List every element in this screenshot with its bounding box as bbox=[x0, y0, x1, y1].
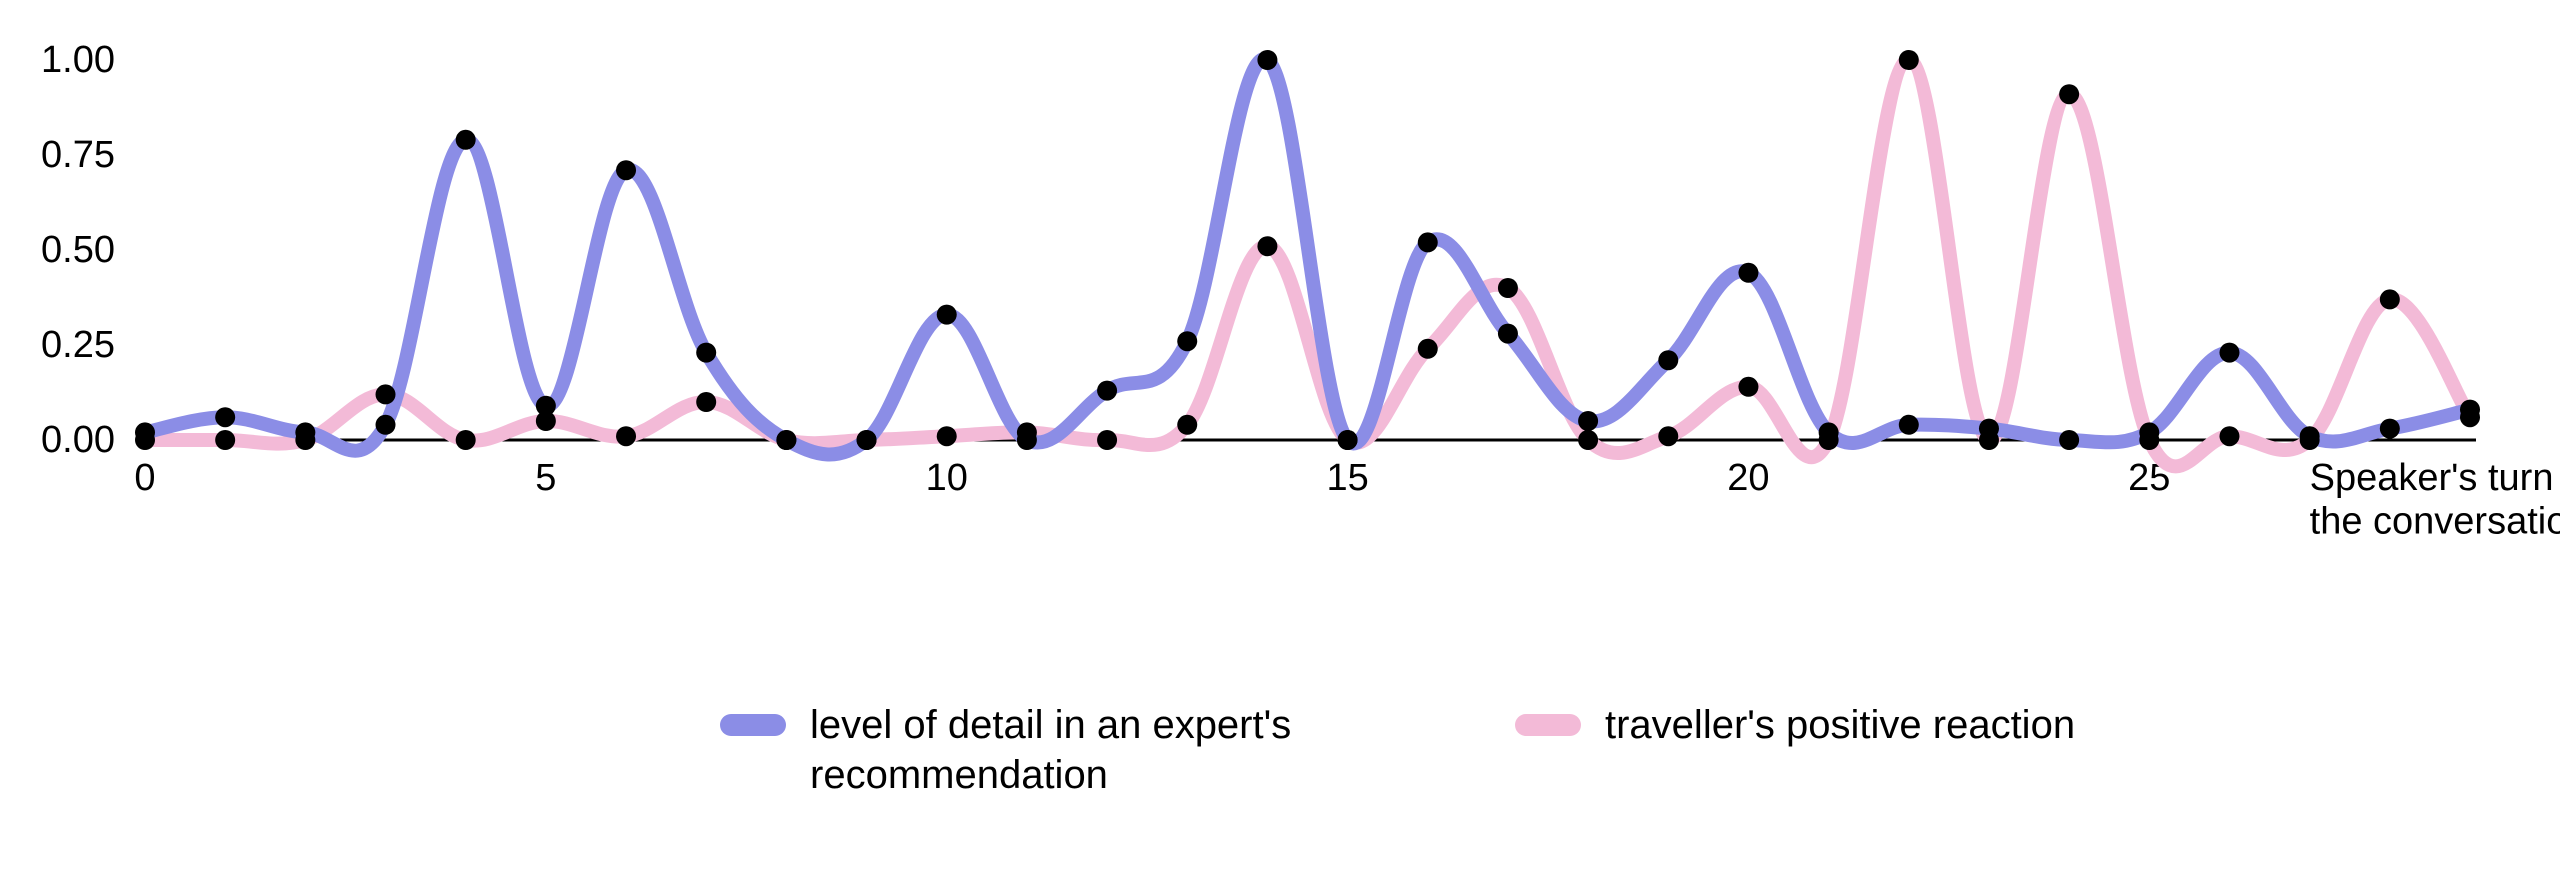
series-marker-traveller_reaction bbox=[1738, 377, 1758, 397]
series-marker-traveller_reaction bbox=[616, 426, 636, 446]
series-marker-expert_detail bbox=[376, 415, 396, 435]
series-marker-expert_detail bbox=[215, 407, 235, 427]
series-marker-traveller_reaction bbox=[1017, 422, 1037, 442]
series-marker-expert_detail bbox=[2059, 430, 2079, 450]
series-marker-expert_detail bbox=[1899, 415, 1919, 435]
x-tick-label: 5 bbox=[535, 457, 556, 499]
series-marker-traveller_reaction bbox=[2380, 289, 2400, 309]
series-marker-traveller_reaction bbox=[1338, 430, 1358, 450]
series-marker-traveller_reaction bbox=[2460, 407, 2480, 427]
series-marker-traveller_reaction bbox=[1498, 278, 1518, 298]
legend-swatch-expert-detail bbox=[720, 714, 786, 736]
legend-item-expert-detail: level of detail in an expert's recommend… bbox=[720, 700, 1291, 800]
series-marker-traveller_reaction bbox=[536, 411, 556, 431]
series-marker-traveller_reaction bbox=[1979, 430, 1999, 450]
legend-item-traveller-reaction: traveller's positive reaction bbox=[1515, 700, 2075, 750]
series-marker-traveller_reaction bbox=[776, 430, 796, 450]
legend-label-traveller-reaction: traveller's positive reaction bbox=[1605, 700, 2075, 750]
series-marker-traveller_reaction bbox=[857, 430, 877, 450]
series-marker-expert_detail bbox=[696, 343, 716, 363]
series-marker-traveller_reaction bbox=[1097, 430, 1117, 450]
series-marker-expert_detail bbox=[616, 160, 636, 180]
series-marker-traveller_reaction bbox=[1578, 430, 1598, 450]
legend-label-expert-detail: level of detail in an expert's recommend… bbox=[810, 700, 1291, 800]
series-marker-expert_detail bbox=[1578, 411, 1598, 431]
series-marker-expert_detail bbox=[1418, 232, 1438, 252]
series-marker-traveller_reaction bbox=[1418, 339, 1438, 359]
series-marker-traveller_reaction bbox=[295, 430, 315, 450]
legend-swatch-traveller-reaction bbox=[1515, 714, 1581, 736]
y-tick-label: 0.25 bbox=[41, 324, 115, 366]
series-line-expert_detail bbox=[145, 59, 2470, 454]
series-marker-expert_detail bbox=[456, 130, 476, 150]
x-tick-label: 0 bbox=[134, 457, 155, 499]
series-marker-traveller_reaction bbox=[376, 384, 396, 404]
series-marker-traveller_reaction bbox=[1177, 415, 1197, 435]
series-marker-traveller_reaction bbox=[937, 426, 957, 446]
series-marker-expert_detail bbox=[1658, 350, 1678, 370]
series-marker-traveller_reaction bbox=[1658, 426, 1678, 446]
series-marker-expert_detail bbox=[1738, 263, 1758, 283]
series-marker-expert_detail bbox=[1097, 381, 1117, 401]
series-marker-expert_detail bbox=[937, 305, 957, 325]
x-tick-label: 15 bbox=[1326, 457, 1368, 499]
series-marker-traveller_reaction bbox=[2059, 84, 2079, 104]
y-tick-label: 0.75 bbox=[41, 134, 115, 176]
series-marker-traveller_reaction bbox=[135, 430, 155, 450]
series-marker-expert_detail bbox=[1257, 50, 1277, 70]
series-marker-expert_detail bbox=[2380, 419, 2400, 439]
x-tick-label: 10 bbox=[926, 457, 968, 499]
series-marker-traveller_reaction bbox=[456, 430, 476, 450]
series-marker-traveller_reaction bbox=[215, 430, 235, 450]
series-marker-traveller_reaction bbox=[2219, 426, 2239, 446]
series-marker-traveller_reaction bbox=[2139, 430, 2159, 450]
series-marker-traveller_reaction bbox=[1819, 430, 1839, 450]
series-marker-traveller_reaction bbox=[1257, 236, 1277, 256]
series-marker-traveller_reaction bbox=[1899, 50, 1919, 70]
x-axis-label: Speaker's turn inthe conversation bbox=[2310, 457, 2560, 543]
series-marker-expert_detail bbox=[1498, 324, 1518, 344]
y-tick-label: 0.00 bbox=[41, 419, 115, 461]
y-tick-label: 1.00 bbox=[41, 39, 115, 81]
conversation-turn-chart: 0.000.250.500.751.000510152025Speaker's … bbox=[0, 0, 2560, 881]
x-tick-label: 20 bbox=[1727, 457, 1769, 499]
series-marker-traveller_reaction bbox=[2300, 430, 2320, 450]
series-marker-expert_detail bbox=[2219, 343, 2239, 363]
y-tick-label: 0.50 bbox=[41, 229, 115, 271]
series-marker-traveller_reaction bbox=[696, 392, 716, 412]
series-marker-expert_detail bbox=[1177, 331, 1197, 351]
